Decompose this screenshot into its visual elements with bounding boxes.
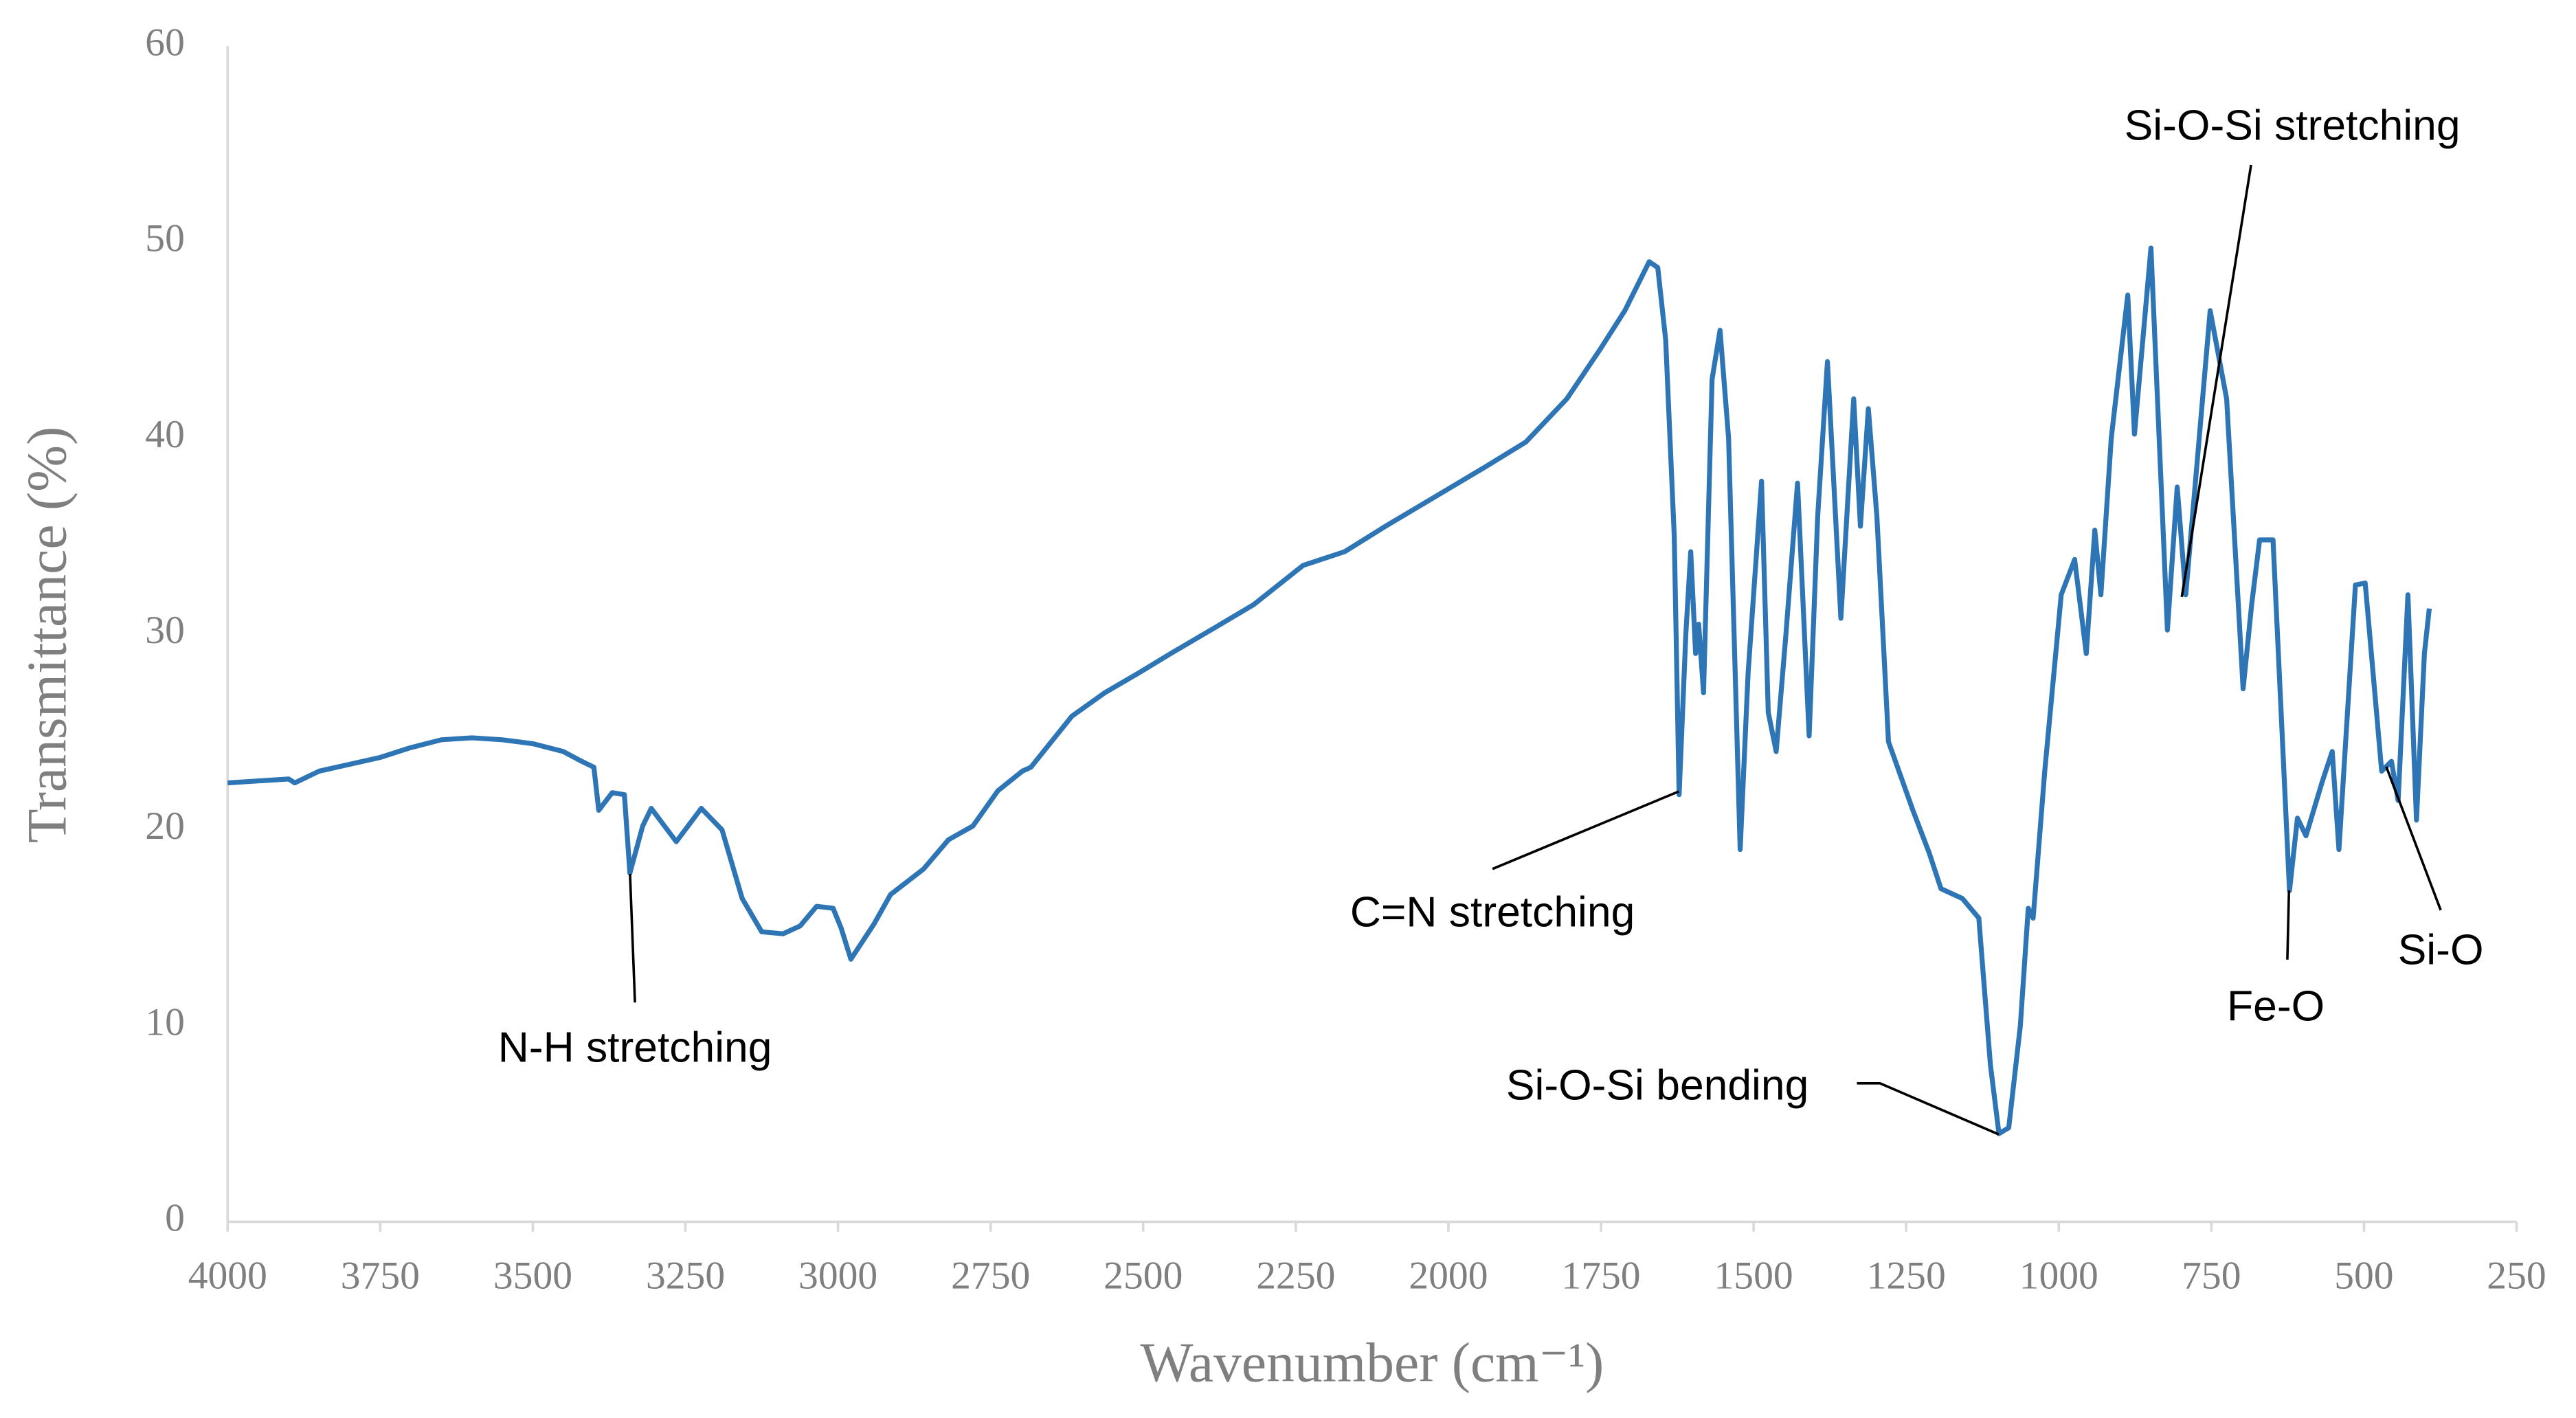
annotation: N-H stretching bbox=[498, 1024, 772, 1071]
annotation-line bbox=[1857, 1082, 2000, 1136]
x-tick-label: 2750 bbox=[951, 1254, 1030, 1298]
y-tick-label: 40 bbox=[145, 413, 185, 456]
x-tick-label: 1000 bbox=[2019, 1254, 2098, 1298]
spectrum-line bbox=[227, 245, 2432, 1136]
x-tick-label: 4000 bbox=[188, 1254, 267, 1298]
x-tick-label: 500 bbox=[2334, 1254, 2393, 1298]
annotation: Si-O bbox=[2398, 927, 2484, 974]
x-tick-label: 2000 bbox=[1409, 1254, 1488, 1298]
annotation-line bbox=[2385, 766, 2442, 911]
x-tick-label: 2250 bbox=[1256, 1254, 1335, 1298]
x-tick-label: 250 bbox=[2487, 1254, 2546, 1298]
annotation: Fe-O bbox=[2227, 982, 2325, 1030]
x-axis-title: Wavenumber (cm⁻¹) bbox=[1140, 1331, 1604, 1394]
annotation-line bbox=[2286, 890, 2291, 960]
x-tick-label: 3500 bbox=[493, 1254, 572, 1298]
y-tick-label: 10 bbox=[145, 1000, 185, 1044]
x-tick-label: 750 bbox=[2182, 1254, 2241, 1298]
y-tick-label: 60 bbox=[145, 21, 185, 64]
x-tick-label: 1250 bbox=[1867, 1254, 1946, 1298]
x-tick-label: 3000 bbox=[798, 1254, 877, 1298]
annotation-line bbox=[1492, 790, 1679, 870]
annotation: Si-O-Si bending bbox=[1506, 1061, 1808, 1109]
y-tick-label: 50 bbox=[145, 217, 185, 260]
y-tick-label: 0 bbox=[165, 1197, 185, 1240]
annotation-line bbox=[629, 873, 636, 1003]
annotation: Si-O-Si stretching bbox=[2125, 102, 2461, 150]
x-tick-label: 3250 bbox=[646, 1254, 725, 1298]
y-tick-label: 20 bbox=[145, 804, 185, 848]
x-tick-label: 2500 bbox=[1104, 1254, 1183, 1298]
x-tick-label: 1750 bbox=[1561, 1254, 1640, 1298]
x-tick-label: 3750 bbox=[341, 1254, 420, 1298]
y-tick-label: 30 bbox=[145, 609, 185, 652]
y-axis-title: Transmittance (%) bbox=[16, 427, 78, 844]
annotation: C=N stretching bbox=[1350, 888, 1635, 936]
x-tick-label: 1500 bbox=[1714, 1254, 1793, 1298]
annotation-line bbox=[2180, 164, 2252, 598]
